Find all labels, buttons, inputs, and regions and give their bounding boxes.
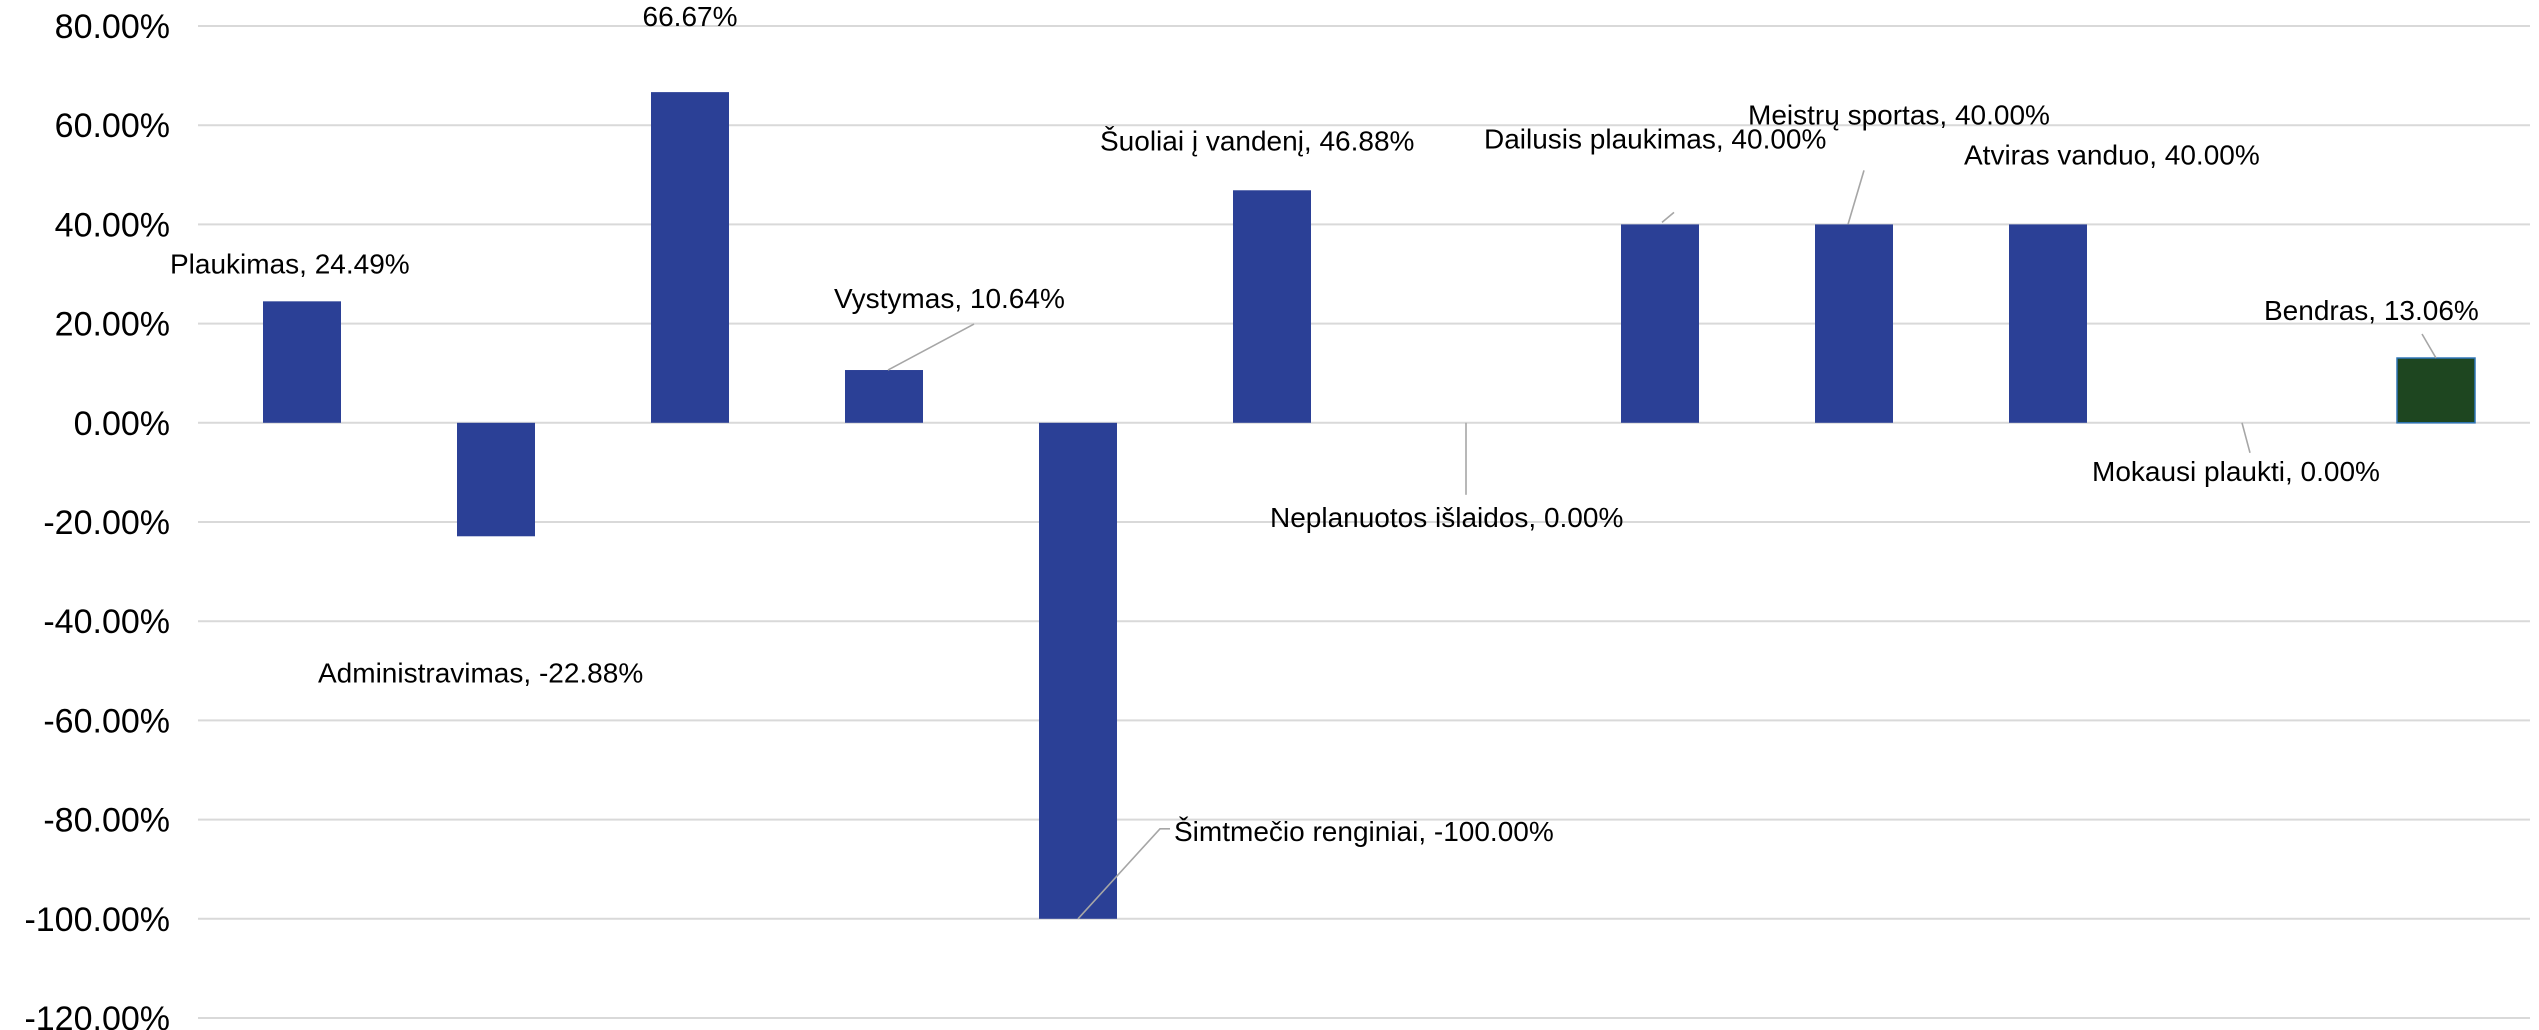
y-tick-label: -100.00% <box>24 901 170 939</box>
y-tick-label: 40.00% <box>55 206 170 244</box>
y-tick-label: -40.00% <box>43 603 170 641</box>
bar <box>2397 358 2475 423</box>
bar <box>845 370 923 423</box>
leader-line <box>888 324 974 370</box>
y-tick-label: 60.00% <box>55 107 170 145</box>
data-label: Neplanuotos išlaidos, 0.00% <box>1270 502 1623 533</box>
leader-line <box>1848 170 1864 224</box>
data-label: Administravimas, -22.88% <box>318 657 643 688</box>
data-label: Vystymas, 10.64% <box>834 283 1065 314</box>
bar <box>1039 423 1117 919</box>
bar <box>651 92 729 423</box>
data-label: Plaukimas, 24.49% <box>170 248 410 279</box>
y-tick-label: -60.00% <box>43 702 170 740</box>
bar <box>1815 224 1893 422</box>
y-tick-label: 0.00% <box>74 405 170 443</box>
y-tick-label: -20.00% <box>43 504 170 542</box>
leader-line <box>2422 334 2436 358</box>
y-tick-label: -120.00% <box>24 1000 170 1030</box>
bar <box>1621 224 1699 422</box>
bar <box>1233 190 1311 423</box>
data-label: Mokausi plaukti, 0.00% <box>2092 456 2380 487</box>
data-label: Šuoliai į vandenį, 46.88% <box>1100 125 1414 156</box>
bar <box>2009 224 2087 422</box>
y-tick-label: 80.00% <box>55 8 170 46</box>
data-label: Meistrų sportas, 40.00% <box>1748 99 2050 130</box>
bar <box>263 301 341 422</box>
leader-line <box>1662 212 1674 222</box>
leader-line <box>2242 423 2250 453</box>
data-label: Šimtmečio renginiai, -100.00% <box>1174 816 1554 847</box>
y-tick-label: 20.00% <box>55 306 170 344</box>
y-tick-label: -80.00% <box>43 802 170 840</box>
bar <box>457 423 535 536</box>
y-axis: 80.00% 60.00% 40.00% 20.00% 0.00% -20.00% -40.… <box>24 8 170 1030</box>
data-label: Bendras, 13.06% <box>2264 295 2479 326</box>
data-label: Atviras vanduo, 40.00% <box>1964 139 2260 170</box>
data-label: 66.67% <box>643 1 738 32</box>
